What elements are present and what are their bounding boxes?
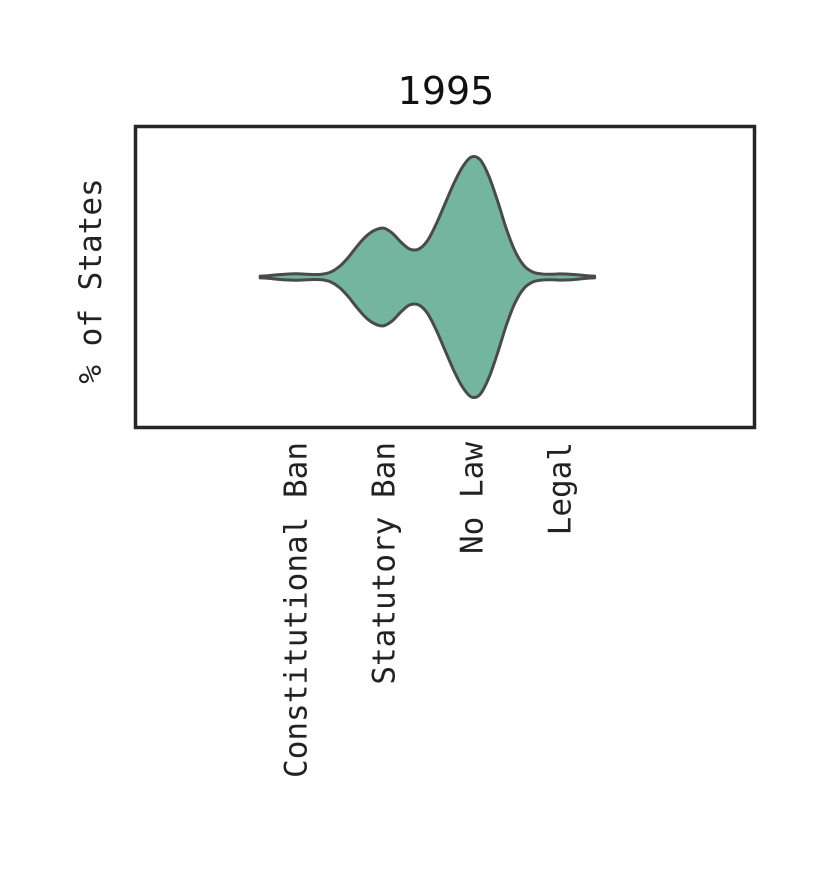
y-axis-label: % of States [73,178,109,383]
plot-frame [133,124,757,430]
chart-title: 1995 [398,69,495,113]
x-tick-labels: Constitutional Ban Statutory Ban No Law Leg… [278,442,578,778]
x-tick-label: Statutory Ban [366,442,402,685]
x-tick-label: Constitutional Ban [278,442,314,778]
x-tick-label: Legal [542,442,578,535]
violin-body [258,154,597,400]
plot-area [133,124,757,430]
x-tick-label: No Law [454,442,490,554]
